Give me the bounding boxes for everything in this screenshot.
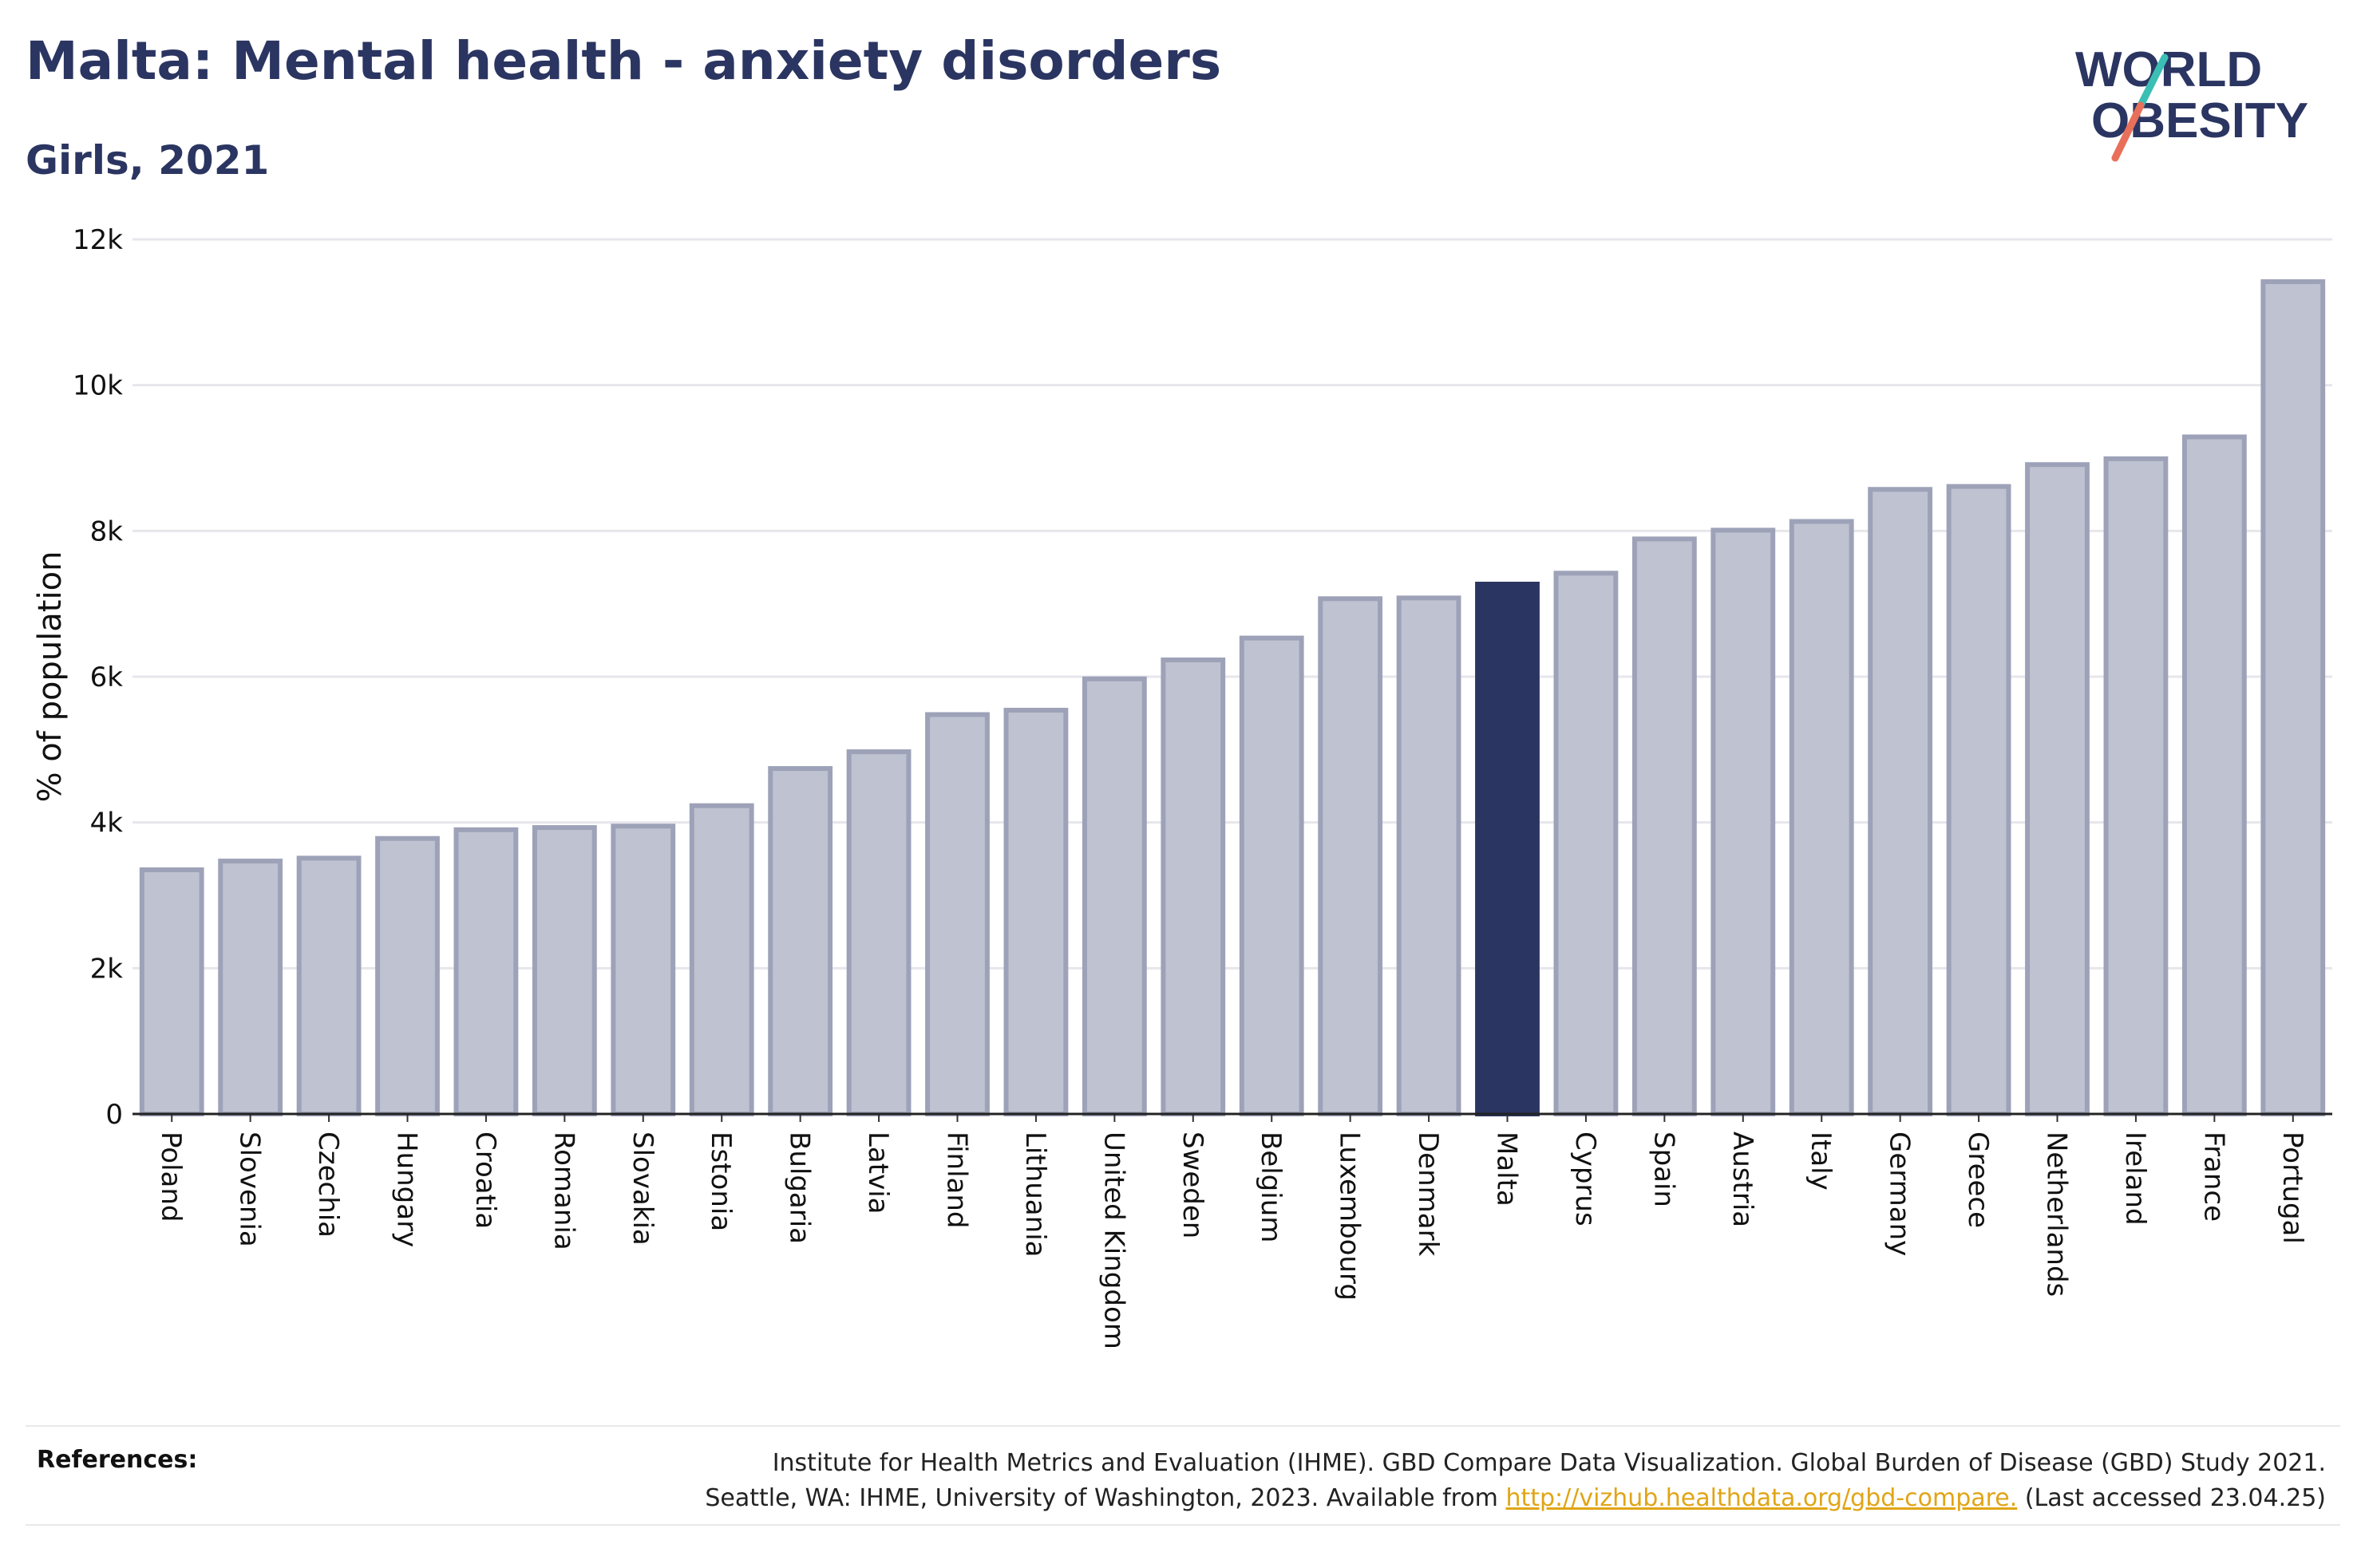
references-label: References:	[37, 1446, 198, 1474]
bar-slovakia	[611, 823, 676, 1116]
x-tick-label: Romania	[548, 1132, 579, 1250]
bar-portugal	[2260, 278, 2326, 1116]
bar-sweden	[1161, 657, 1226, 1116]
y-tick-label: 0	[105, 1099, 123, 1131]
bar-malta	[1475, 582, 1540, 1116]
x-tick-label: United Kingdom	[1097, 1132, 1129, 1349]
x-tick-label: Germany	[1884, 1132, 1916, 1256]
references-bottom-divider	[26, 1524, 2340, 1526]
references-line-2-prefix: Seattle, WA: IHME, University of Washing…	[705, 1483, 1506, 1512]
x-tick-label: Portugal	[2276, 1132, 2308, 1244]
references-line-1: Institute for Health Metrics and Evaluat…	[772, 1449, 2326, 1477]
y-tick-label: 4k	[90, 808, 124, 839]
bar-france	[2181, 434, 2247, 1116]
y-tick-label: 10k	[73, 370, 123, 402]
references-line-2-suffix: (Last accessed 23.04.25)	[2017, 1483, 2326, 1512]
x-tick-label: Estonia	[705, 1132, 737, 1231]
world-obesity-logo: WORLD OBESITY	[2075, 42, 2308, 162]
x-tick-label: Poland	[155, 1132, 187, 1222]
x-tick-label: Austria	[1726, 1132, 1758, 1227]
bar-czechia	[296, 855, 362, 1117]
chart-subtitle: Girls, 2021	[26, 137, 270, 184]
x-tick-label: Netherlands	[2041, 1132, 2073, 1297]
bar-slovenia	[218, 859, 283, 1117]
references-text: Institute for Health Metrics and Evaluat…	[705, 1446, 2326, 1515]
bar-belgium	[1239, 635, 1304, 1116]
bar-ireland	[2103, 456, 2169, 1116]
chart-title: Malta: Mental health - anxiety disorders	[26, 30, 1222, 92]
bar-united-kingdom	[1082, 676, 1147, 1116]
bar-estonia	[689, 803, 754, 1116]
bar-spain	[1631, 536, 1697, 1116]
bar-cyprus	[1553, 571, 1619, 1116]
x-tick-label: Bulgaria	[784, 1132, 816, 1244]
logo-slash-coral	[2111, 101, 2145, 162]
bar-finland	[925, 712, 990, 1116]
logo-text-world: WORLD	[2075, 42, 2262, 97]
bar-croatia	[453, 827, 519, 1117]
bar-poland	[139, 867, 204, 1116]
bar-bulgaria	[768, 766, 833, 1117]
bar-romania	[532, 825, 597, 1117]
bar-germany	[1868, 487, 1933, 1116]
x-tick-label: Slovakia	[627, 1132, 658, 1246]
x-tick-label: Sweden	[1177, 1132, 1208, 1238]
x-tick-label: Spain	[1647, 1132, 1679, 1207]
bar-greece	[1946, 484, 2011, 1116]
x-tick-label: Hungary	[391, 1132, 423, 1247]
bar-chart: 0 2k 4k 6k 8k 10k 12k Poland Slovenia Czechia Hung…	[32, 224, 2332, 1349]
x-tick-label: Latvia	[862, 1132, 894, 1215]
bar-austria	[1710, 527, 1776, 1116]
x-tick-label: Luxembourg	[1334, 1132, 1366, 1301]
x-tick-label: Ireland	[2119, 1132, 2151, 1226]
x-tick-label: Finland	[941, 1132, 973, 1229]
logo-slash-teal	[2137, 53, 2169, 109]
x-tick-label: Malta	[1491, 1132, 1523, 1207]
x-tick-label: Croatia	[469, 1132, 501, 1229]
x-tick-label: Lithuania	[1019, 1132, 1051, 1257]
references-top-divider	[26, 1425, 2340, 1427]
x-tick-label: France	[2197, 1132, 2229, 1222]
x-tick-label: Slovenia	[234, 1132, 266, 1247]
references-line-2: Seattle, WA: IHME, University of Washing…	[705, 1481, 2326, 1516]
y-tick-label: 2k	[90, 953, 124, 985]
x-tick-label: Denmark	[1412, 1132, 1444, 1257]
x-tick-label: Italy	[1805, 1132, 1837, 1191]
references-link[interactable]: http://vizhub.healthdata.org/gbd-compare…	[1505, 1483, 2018, 1512]
bar-hungary	[375, 835, 440, 1116]
x-tick-label: Cyprus	[1569, 1132, 1601, 1226]
y-tick-label: 12k	[73, 224, 123, 256]
bar-italy	[1789, 519, 1854, 1116]
bar-denmark	[1396, 595, 1461, 1116]
bar-latvia	[846, 749, 912, 1116]
y-tick-label: 6k	[90, 662, 124, 693]
bar-netherlands	[2025, 462, 2090, 1116]
x-tick-label: Czechia	[312, 1132, 344, 1238]
x-tick-label: Belgium	[1255, 1132, 1287, 1242]
bar-lithuania	[1003, 708, 1069, 1116]
y-axis-label: % of population	[32, 551, 69, 803]
bar-luxembourg	[1318, 596, 1383, 1116]
y-tick-label: 8k	[90, 515, 124, 547]
x-tick-label: Greece	[1962, 1132, 1994, 1228]
